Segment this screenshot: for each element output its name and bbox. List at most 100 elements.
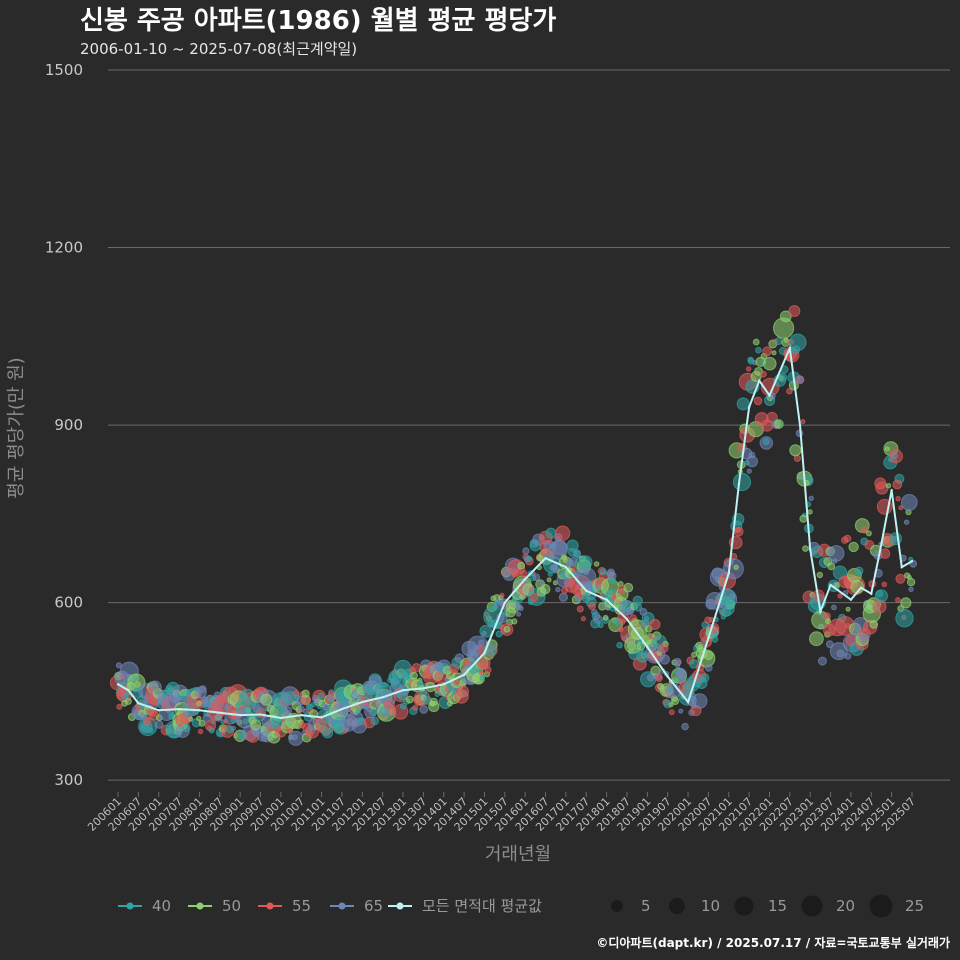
scatter-point	[516, 611, 522, 617]
scatter-point	[879, 548, 891, 559]
y-tick-label: 1500	[45, 61, 83, 79]
scatter-point	[539, 580, 545, 586]
y-tick-label: 1200	[45, 239, 83, 257]
scatter-point	[616, 641, 623, 649]
y-tick-label: 900	[54, 416, 83, 434]
legend-label-0: 40	[152, 897, 171, 915]
scatter-point	[724, 598, 736, 609]
scatter-point	[515, 568, 522, 575]
scatter-point	[668, 702, 674, 708]
scatter-point	[837, 593, 843, 599]
scatter-point	[619, 618, 626, 625]
scatter-point	[753, 396, 763, 406]
scatter-point	[771, 350, 777, 356]
scatter-point	[874, 477, 887, 490]
average-point	[320, 716, 323, 719]
average-point	[523, 577, 527, 581]
scatter-point	[492, 605, 498, 611]
size-legend-label: 20	[836, 897, 855, 915]
scatter-point	[733, 526, 744, 537]
legend: 40 50 55 65 모든 면적대 평균값 5 10 15 20 25	[118, 894, 924, 918]
scatter-point	[827, 545, 845, 562]
average-point	[564, 565, 568, 569]
scatter-point	[546, 577, 552, 583]
scatter-points	[109, 305, 918, 746]
scatter-point	[412, 704, 419, 711]
scatter-point	[865, 530, 872, 537]
scatter-point	[892, 479, 903, 490]
scatter-point	[704, 664, 713, 672]
average-point	[238, 713, 242, 717]
scatter-point	[903, 519, 910, 525]
average-point	[910, 559, 914, 563]
scatter-point	[807, 509, 813, 515]
scatter-point	[429, 697, 438, 707]
scatter-point	[301, 689, 310, 698]
scatter-point	[495, 630, 503, 638]
average-point	[798, 423, 802, 427]
y-axis-label: 평균 평당가(만 원)	[6, 357, 27, 498]
scatter-point	[578, 555, 593, 569]
average-line	[117, 344, 913, 720]
legend-marker	[196, 902, 204, 910]
scatter-point	[755, 346, 762, 354]
scatter-point	[123, 691, 131, 698]
average-point	[462, 673, 466, 677]
average-point	[300, 713, 303, 717]
scatter-point	[478, 639, 485, 646]
legend-label-2: 55	[292, 897, 311, 915]
scatter-point	[800, 419, 806, 425]
average-point	[747, 406, 751, 409]
average-point	[646, 645, 649, 649]
average-point	[890, 488, 893, 492]
average-point	[361, 700, 364, 704]
scatter-point	[555, 586, 561, 593]
scatter-point	[848, 541, 859, 553]
average-point	[116, 683, 120, 686]
average-point	[442, 683, 445, 686]
scatter-point	[789, 333, 807, 352]
scatter-point	[736, 397, 750, 411]
scatter-point	[558, 592, 569, 602]
average-point	[483, 651, 486, 655]
scatter-point	[908, 586, 914, 592]
scatter-point	[317, 692, 325, 699]
scatter-point	[733, 564, 739, 570]
scatter-point	[874, 589, 889, 603]
scatter-point	[529, 592, 539, 602]
scatter-point	[831, 604, 837, 611]
legend-marker	[338, 902, 346, 910]
size-legend-circle	[734, 896, 754, 916]
scatter-point	[208, 727, 215, 734]
average-point	[900, 565, 904, 569]
x-axis: 2006012006072007012007072008012008072009…	[85, 792, 918, 834]
scatter-point	[476, 656, 491, 670]
scatter-point	[760, 370, 767, 378]
scatter-point	[700, 673, 710, 683]
size-legend-label: 25	[905, 897, 924, 915]
scatter-point	[484, 666, 492, 674]
scatter-point	[763, 356, 777, 371]
scatter-point	[540, 584, 551, 595]
average-point	[686, 700, 690, 704]
scatter-point	[752, 338, 760, 346]
scatter-point	[786, 388, 793, 395]
average-point	[585, 589, 588, 592]
scatter-point	[453, 679, 460, 685]
scatter-point	[900, 494, 918, 511]
scatter-point	[517, 561, 526, 570]
average-point	[625, 617, 629, 621]
scatter-point	[188, 716, 194, 722]
scatter-point	[196, 700, 202, 707]
scatter-point	[355, 708, 361, 714]
scatter-point	[599, 568, 607, 576]
x-axis-label: 거래년월	[485, 844, 551, 865]
scatter-point	[774, 337, 783, 346]
scatter-point	[399, 702, 407, 710]
scatter-point	[691, 693, 708, 709]
average-point	[737, 483, 741, 486]
scatter-point	[681, 722, 689, 731]
average-point	[218, 711, 221, 714]
legend-marker	[266, 902, 274, 910]
